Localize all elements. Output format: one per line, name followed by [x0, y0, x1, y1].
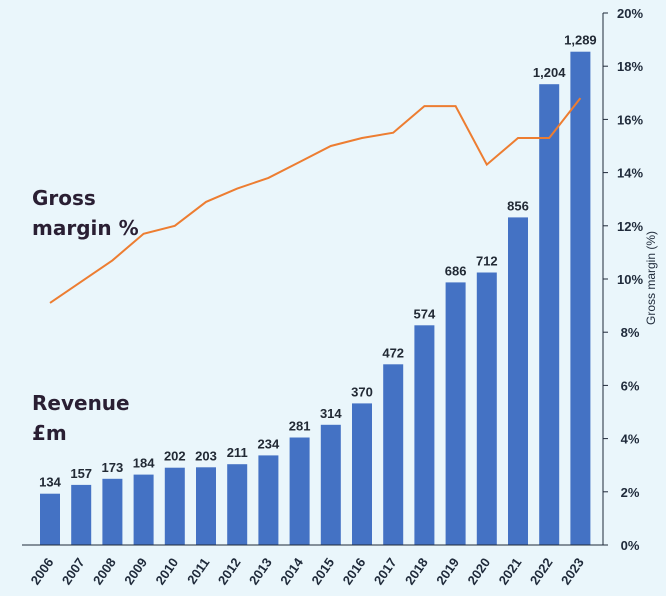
bar-label-2007: 157 [70, 466, 92, 481]
x-tick-2017: 2017 [371, 555, 400, 587]
bar-label-2015: 314 [320, 406, 342, 421]
bar-2021 [508, 217, 528, 545]
x-tick-2018: 2018 [402, 555, 431, 587]
bar-label-2006: 134 [39, 475, 61, 490]
x-tick-2011: 2011 [184, 555, 212, 587]
y-tick-label-7: 14% [617, 166, 643, 181]
bar-label-2021: 856 [507, 198, 529, 213]
bar-label-2010: 202 [164, 449, 186, 464]
bar-label-2008: 173 [102, 460, 124, 475]
y-tick-label-0: 0% [621, 538, 640, 553]
y-tick-label-9: 18% [617, 59, 643, 74]
bar-label-2012: 211 [227, 445, 248, 460]
revenue-bars [40, 51, 591, 545]
bar-2019 [445, 282, 466, 545]
x-tick-2014: 2014 [277, 554, 306, 587]
bar-label-2023: 1,289 [564, 33, 597, 48]
y-tick-label-10: 20% [617, 6, 643, 21]
x-tick-2006: 2006 [28, 555, 57, 587]
x-tick-2007: 2007 [59, 555, 88, 587]
bar-2009 [133, 474, 154, 545]
bar-2007 [71, 484, 92, 545]
bar-label-2013: 234 [258, 436, 280, 451]
bar-label-2018: 574 [414, 306, 436, 321]
bar-2012 [227, 464, 248, 545]
bar-2006 [40, 493, 60, 545]
bar-label-2011: 203 [195, 448, 217, 463]
bar-label-2016: 370 [351, 384, 373, 399]
x-tick-2015: 2015 [308, 555, 337, 587]
bar-label-2022: 1,204 [533, 65, 566, 80]
x-tick-2009: 2009 [121, 555, 150, 587]
x-tick-2010: 2010 [152, 555, 181, 587]
margin-annotation-line1: Gross [32, 186, 96, 210]
bar-2010 [164, 467, 185, 545]
bar-label-2014: 281 [289, 419, 311, 434]
y-tick-label-5: 10% [617, 272, 643, 287]
bar-2008 [102, 478, 123, 545]
revenue-annotation-line1: Revenue [32, 391, 130, 415]
x-tick-2013: 2013 [246, 555, 275, 587]
y-tick-label-8: 16% [617, 112, 643, 127]
x-tick-2023: 2023 [558, 555, 587, 587]
margin-annotation-line2: margin % [32, 216, 139, 240]
y-tick-label-2: 4% [621, 432, 640, 447]
bar-2022 [539, 84, 560, 545]
bar-label-2020: 712 [476, 254, 498, 269]
revenue-annotation-line2: £m [32, 421, 67, 445]
x-tick-2022: 2022 [527, 555, 556, 587]
bar-label-2017: 472 [382, 345, 404, 360]
x-tick-2008: 2008 [90, 555, 119, 587]
bar-2014 [289, 437, 310, 545]
x-tick-2016: 2016 [340, 555, 369, 587]
bar-label-2009: 184 [133, 456, 155, 471]
y-tick-label-1: 2% [621, 485, 640, 500]
revenue-bar-labels: 134 157 173 184 202 203 211 234 281 314 370 472 574 6… [39, 33, 597, 490]
bar-2013 [258, 455, 279, 545]
bar-2023 [570, 51, 591, 545]
bar-2015 [320, 424, 341, 545]
y-tick-label-4: 8% [621, 325, 640, 340]
x-tick-2021: 2021 [496, 555, 525, 587]
x-tick-2019: 2019 [433, 555, 462, 587]
bar-2018 [414, 325, 435, 545]
bar-label-2019: 686 [445, 263, 467, 278]
bar-2011 [196, 467, 216, 545]
bar-2020 [476, 272, 497, 545]
x-tick-2012: 2012 [215, 555, 244, 587]
x-tick-labels: 2006 2007 2008 2009 2010 2011 2012 2013 2014 2015… [28, 554, 587, 587]
y-tick-label-3: 6% [621, 378, 640, 393]
bar-2016 [352, 403, 372, 545]
x-tick-2020: 2020 [464, 555, 493, 587]
gross-margin-line [49, 97, 582, 304]
bar-2017 [383, 364, 404, 545]
right-y-axis-title: Gross margin (%) [644, 231, 658, 325]
right-y-ticks: 0% 2% 4% 6% 8% 10% 12% 14% 16% 18% 20% [603, 6, 643, 553]
y-tick-label-6: 12% [617, 219, 643, 234]
